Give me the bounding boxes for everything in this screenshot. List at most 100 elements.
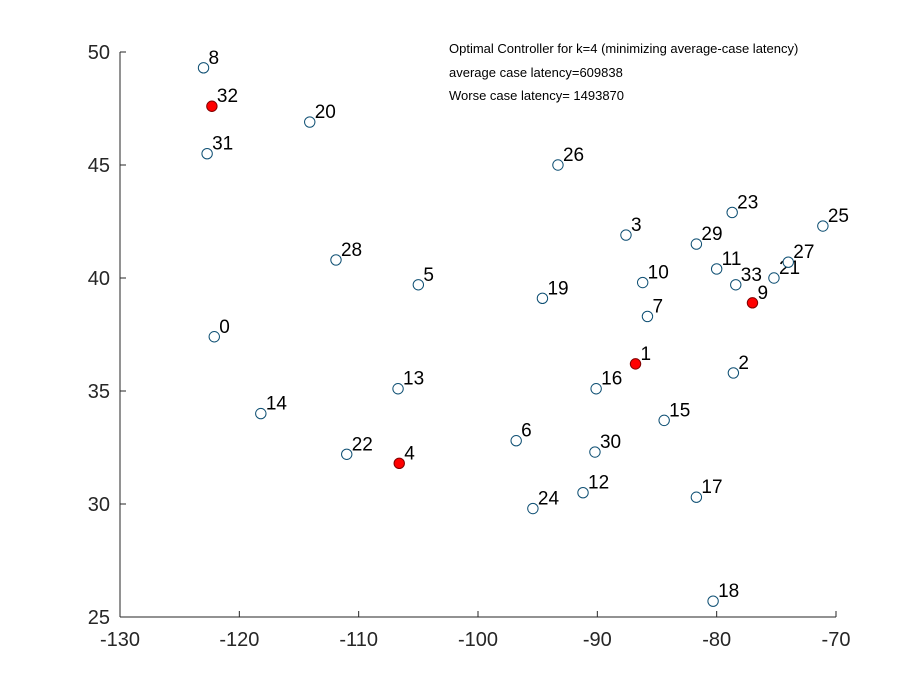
node-marker [201, 148, 213, 160]
point-label: 24 [538, 489, 560, 510]
y-tick-label: 40 [88, 268, 110, 290]
point-label: 16 [601, 369, 622, 390]
point-label: 18 [718, 581, 739, 602]
point-label: 28 [341, 240, 362, 261]
node-marker [707, 595, 719, 607]
annotation-average-latency: average case latency=609838 [449, 65, 623, 80]
node-marker [641, 310, 654, 323]
network-node: 15 [658, 400, 690, 427]
node-marker [690, 491, 703, 503]
x-ticks: -130 -120 -110 -100 -90 -80 -70 [100, 611, 850, 651]
network-node: 33 [730, 265, 762, 291]
node-marker [710, 263, 723, 275]
network-node: 13 [392, 369, 424, 395]
node-marker [330, 254, 342, 266]
y-tick-label: 50 [88, 42, 110, 64]
network-node: 17 [690, 477, 723, 503]
point-label: 25 [828, 206, 849, 227]
network-node: 19 [536, 278, 569, 305]
point-label: 30 [600, 432, 621, 453]
node-marker [552, 159, 564, 171]
network-node: 23 [726, 192, 758, 219]
point-label: 31 [212, 134, 233, 155]
node-marker [589, 446, 601, 458]
point-label: 14 [266, 394, 288, 415]
network-node: 8 [197, 48, 220, 74]
point-label: 33 [741, 265, 762, 286]
node-marker [412, 279, 425, 291]
y-tick-label: 45 [88, 155, 110, 177]
network-node: 10 [636, 263, 669, 289]
point-label: 27 [793, 242, 814, 263]
controller-marker [629, 358, 642, 370]
annotation-worst-latency: Worse case latency= 1493870 [449, 88, 624, 103]
point-label: 20 [315, 102, 336, 123]
node-marker [768, 272, 780, 284]
point-label: 22 [352, 434, 373, 455]
point-label: 0 [219, 317, 230, 338]
x-tick-label: -130 [100, 629, 140, 651]
controller-node: 1 [629, 344, 652, 370]
node-marker [510, 435, 522, 447]
network-node: 6 [510, 421, 532, 447]
controller-marker [746, 297, 759, 309]
point-label: 11 [722, 249, 742, 270]
annotations: Optimal Controller for k=4 (minimizing a… [449, 41, 798, 103]
node-marker [255, 407, 267, 420]
annotation-title: Optimal Controller for k=4 (minimizing a… [449, 41, 798, 56]
y-tick-label: 35 [88, 381, 110, 403]
point-label: 32 [217, 86, 238, 107]
node-marker [590, 383, 602, 395]
node-marker [636, 276, 649, 289]
network-node: 2 [727, 353, 749, 379]
controller-node: 9 [746, 283, 768, 309]
node-marker [727, 367, 740, 379]
network-node: 3 [620, 215, 642, 241]
point-label: 5 [423, 265, 434, 286]
node-marker [658, 414, 670, 427]
network-node: 0 [208, 317, 230, 343]
network-node: 12 [577, 473, 609, 499]
y-tick-label: 25 [88, 607, 110, 629]
node-marker [527, 502, 539, 515]
point-label: 15 [669, 400, 690, 421]
node-marker [782, 256, 794, 268]
point-label: 6 [521, 421, 532, 442]
point-label: 23 [737, 192, 758, 213]
point-label: 4 [404, 443, 415, 464]
node-marker [536, 292, 549, 305]
node-marker [577, 487, 589, 499]
network-node: 29 [690, 224, 723, 250]
node-marker [208, 331, 220, 343]
point-label: 1 [641, 344, 652, 365]
point-label: 26 [563, 145, 584, 166]
controller-node: 4 [393, 443, 415, 470]
x-tick-label: -90 [583, 629, 612, 651]
network-node: 28 [330, 240, 362, 266]
point-label: 7 [652, 296, 663, 317]
node-marker [392, 383, 404, 395]
point-label: 9 [757, 283, 768, 304]
network-node: 7 [641, 296, 663, 323]
network-node: 16 [590, 369, 622, 395]
network-node: 30 [589, 432, 621, 458]
controller-marker [206, 100, 218, 112]
node-marker [817, 220, 829, 232]
point-label: 19 [547, 278, 568, 299]
node-marker [726, 206, 738, 219]
x-tick-label: -100 [458, 629, 498, 651]
point-label: 12 [588, 473, 609, 494]
point-label: 3 [631, 215, 642, 236]
point-label: 13 [403, 369, 424, 390]
network-node: 25 [817, 206, 849, 232]
y-ticks: 25 30 35 40 45 50 [88, 42, 126, 629]
x-tick-label: -70 [822, 629, 851, 651]
x-tick-label: -80 [702, 629, 731, 651]
point-label: 8 [209, 48, 220, 69]
network-node: 18 [707, 581, 739, 607]
node-marker [197, 62, 210, 74]
node-marker [620, 229, 632, 241]
network-node: 22 [341, 434, 373, 460]
